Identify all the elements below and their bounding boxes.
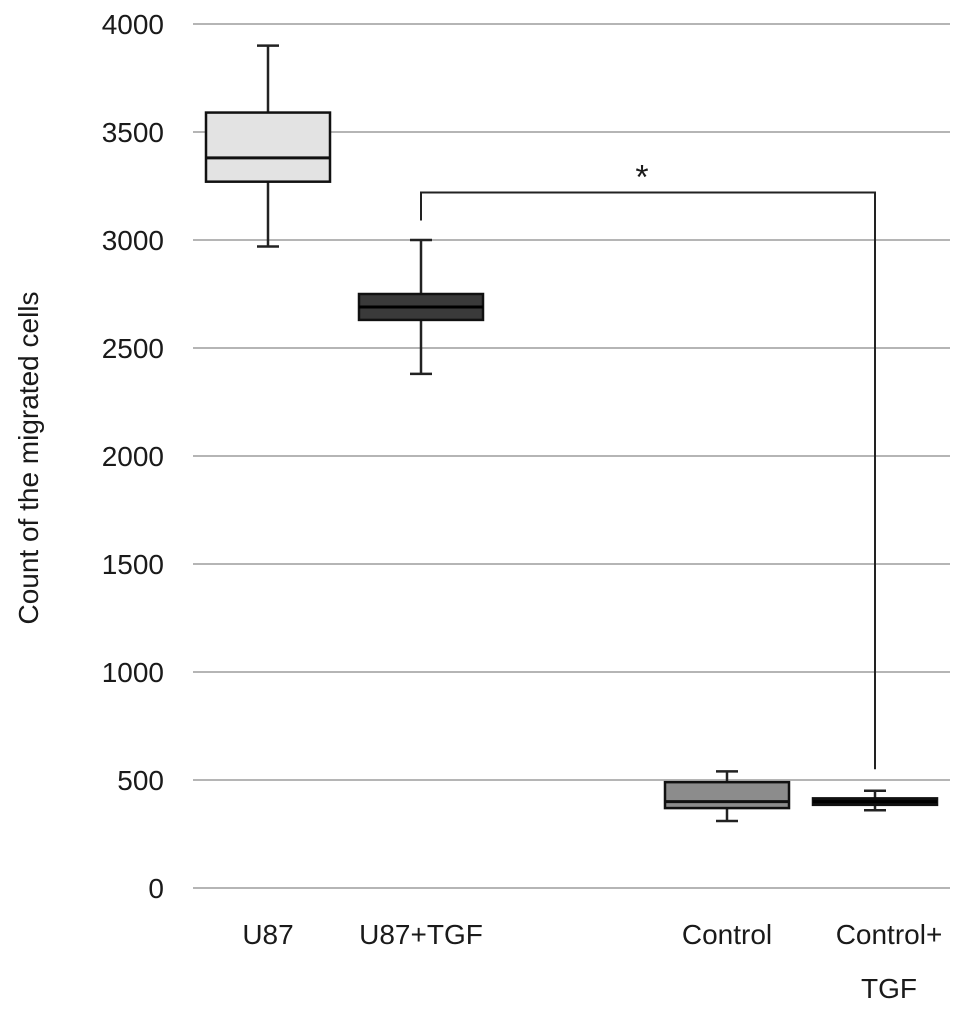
significance-annotations: * [420, 158, 876, 770]
box-series [204, 44, 939, 823]
x-category-label: Control+ [836, 919, 943, 950]
x-axis-categories: U87 U87+TGF Control Control+ TGF [242, 919, 942, 1004]
x-category-label: Control [682, 919, 772, 950]
y-tick-label: 3000 [102, 225, 164, 256]
x-category-label: U87+TGF [359, 919, 483, 950]
y-tick-label: 1500 [102, 549, 164, 580]
box-0 [204, 44, 332, 248]
x-category-label: TGF [861, 973, 917, 1004]
box-1 [357, 238, 485, 376]
y-tick-label: 2000 [102, 441, 164, 472]
y-tick-label: 0 [148, 873, 164, 904]
box-2 [663, 770, 791, 823]
y-axis-title: Count of the migrated cells [13, 291, 44, 624]
y-tick-label: 2500 [102, 333, 164, 364]
iqr-box [204, 111, 332, 183]
significance-marker: * [635, 158, 648, 196]
box-3 [811, 789, 939, 812]
x-category-label: U87 [242, 919, 293, 950]
y-tick-label: 1000 [102, 657, 164, 688]
iqr-box [663, 780, 791, 810]
grid-lines [193, 23, 950, 889]
y-tick-label: 3500 [102, 117, 164, 148]
significance-bracket [420, 191, 876, 770]
y-axis-ticks: 0 500 1000 1500 2000 2500 3000 3500 4000 [102, 9, 164, 904]
y-tick-label: 500 [117, 765, 164, 796]
y-tick-label: 4000 [102, 9, 164, 40]
